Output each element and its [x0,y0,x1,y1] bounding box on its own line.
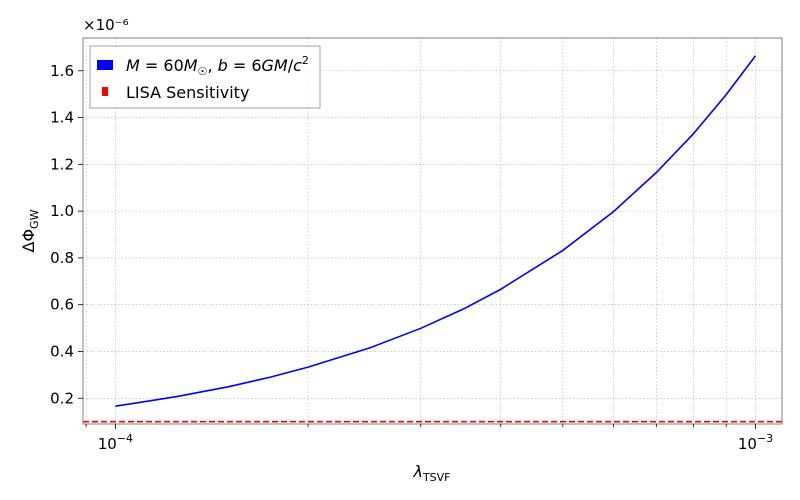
legend-label-model: M = 60M☉, b = 6GM/c2 [126,54,309,78]
y-tick-label: 0.4 [50,342,74,360]
x-tick-label: 10−3 [738,432,773,453]
legend: M = 60M☉, b = 6GM/c2 LISA Sensitivity [89,45,321,109]
y-tick-label: 1.4 [50,109,74,127]
legend-swatch-model [97,60,113,70]
ticks: 0.2 0.4 0.6 0.8 1.0 1.2 1.4 1.6 10−4 10−3 [50,62,773,453]
series-line-model [115,55,757,408]
y-tick-label: 1.6 [50,62,74,80]
legend-label-lisa: LISA Sensitivity [126,83,249,102]
legend-box [89,45,321,109]
y-tick-label: 0.2 [50,389,74,407]
legend-swatch-lisa [102,87,108,96]
x-tick-label: 10−4 [98,432,133,453]
y-tick-label: 0.6 [50,296,74,314]
y-tick-label: 0.8 [50,249,74,267]
y-axis-label: ΔΦGW [19,209,41,252]
y-tick-label: 1.2 [50,155,74,173]
series-layer [83,55,782,423]
y-tick-label: 1.0 [50,202,74,220]
plot-frame [82,37,783,425]
x-axis-label: λTSVF [412,462,450,484]
y-multiplier-label: ×10⁻⁶ [83,16,129,34]
